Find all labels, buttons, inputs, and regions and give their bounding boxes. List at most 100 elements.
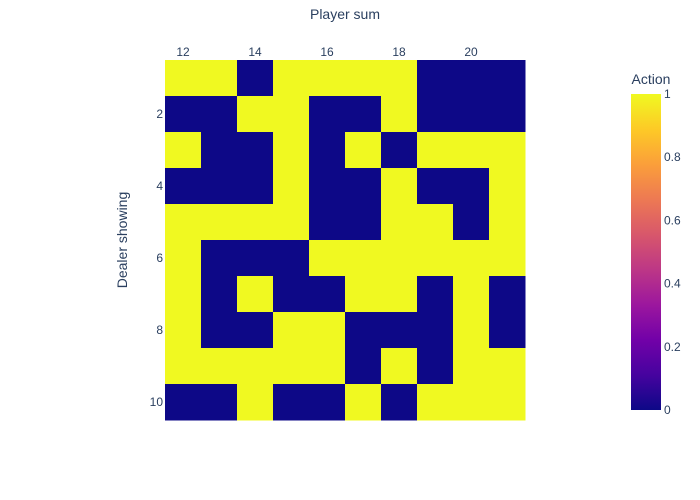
y-tick-label: 10 — [150, 395, 164, 409]
heatmap-cell — [453, 168, 490, 205]
y-tick-label: 4 — [156, 179, 163, 193]
heatmap-cell — [273, 204, 310, 241]
heatmap-cell — [309, 240, 346, 277]
heatmap-cell — [309, 168, 346, 205]
heatmap-cell — [381, 276, 418, 313]
colorbar-tick-label: 0 — [664, 403, 671, 417]
heatmap-cell — [165, 96, 202, 133]
heatmap-cell — [345, 240, 382, 277]
heatmap-cell — [273, 276, 310, 313]
heatmap-cell — [309, 96, 346, 133]
heatmap-cell — [309, 132, 346, 169]
heatmap-cell — [345, 96, 382, 133]
heatmap-cell — [453, 240, 490, 277]
heatmap-cell — [201, 96, 238, 133]
heatmap-cell — [489, 312, 526, 349]
heatmap-cell — [453, 132, 490, 169]
heatmap-cell — [165, 132, 202, 169]
heatmap-cell — [489, 204, 526, 241]
y-tick-label: 2 — [156, 107, 163, 121]
x-tick-label: 20 — [464, 45, 478, 59]
heatmap-cell — [237, 240, 274, 277]
heatmap-cell — [273, 168, 310, 205]
heatmap-cell — [381, 204, 418, 241]
heatmap-cell — [381, 312, 418, 349]
heatmap-cell — [417, 240, 454, 277]
heatmap-cell — [381, 96, 418, 133]
y-axis-ticks: 2 4 6 8 10 — [150, 107, 164, 409]
heatmap-cell — [417, 96, 454, 133]
heatmap-cell — [417, 312, 454, 349]
heatmap-cell — [345, 384, 382, 421]
heatmap-cell — [273, 132, 310, 169]
heatmap-cell — [237, 384, 274, 421]
colorbar-tick-label: 1 — [664, 87, 671, 101]
heatmap-cell — [381, 348, 418, 385]
heatmap-cells — [165, 60, 526, 421]
heatmap-cell — [273, 384, 310, 421]
heatmap-cell — [237, 96, 274, 133]
heatmap-cell — [309, 348, 346, 385]
heatmap-cell — [381, 240, 418, 277]
heatmap-cell — [165, 168, 202, 205]
heatmap-cell — [417, 132, 454, 169]
heatmap-cell — [489, 60, 526, 97]
heatmap-cell — [201, 132, 238, 169]
heatmap-cell — [489, 384, 526, 421]
colorbar — [631, 94, 661, 410]
heatmap-cell — [309, 384, 346, 421]
heatmap-cell — [273, 60, 310, 97]
heatmap-cell — [201, 348, 238, 385]
y-tick-label: 8 — [156, 323, 163, 337]
heatmap-cell — [453, 348, 490, 385]
heatmap-cell — [417, 60, 454, 97]
heatmap-cell — [417, 348, 454, 385]
heatmap-cell — [237, 132, 274, 169]
heatmap-cell — [345, 276, 382, 313]
heatmap-cell — [201, 204, 238, 241]
heatmap-cell — [345, 312, 382, 349]
heatmap-cell — [489, 348, 526, 385]
heatmap-cell — [237, 204, 274, 241]
heatmap-cell — [237, 60, 274, 97]
colorbar-title: Action — [632, 71, 671, 87]
heatmap-cell — [345, 132, 382, 169]
heatmap-cell — [165, 384, 202, 421]
x-tick-label: 18 — [392, 45, 406, 59]
heatmap-cell — [489, 96, 526, 133]
heatmap-cell — [489, 132, 526, 169]
x-axis-title: Player sum — [310, 6, 380, 22]
heatmap-cell — [453, 384, 490, 421]
heatmap-cell — [165, 60, 202, 97]
heatmap-cell — [165, 204, 202, 241]
heatmap-cell — [345, 204, 382, 241]
heatmap-cell — [417, 168, 454, 205]
heatmap-cell — [237, 276, 274, 313]
heatmap-cell — [273, 240, 310, 277]
heatmap-cell — [165, 312, 202, 349]
heatmap-cell — [273, 348, 310, 385]
heatmap-cell — [273, 312, 310, 349]
heatmap-cell — [345, 168, 382, 205]
heatmap-cell — [273, 96, 310, 133]
heatmap-cell — [489, 240, 526, 277]
colorbar-tick-label: 0.4 — [664, 277, 681, 291]
heatmap-cell — [489, 276, 526, 313]
heatmap-cell — [489, 168, 526, 205]
colorbar-tick-label: 0.6 — [664, 213, 681, 227]
heatmap-cell — [345, 60, 382, 97]
heatmap-cell — [309, 312, 346, 349]
heatmap-cell — [453, 60, 490, 97]
heatmap-cell — [417, 204, 454, 241]
heatmap-cell — [309, 276, 346, 313]
heatmap-cell — [309, 204, 346, 241]
heatmap-cell — [453, 312, 490, 349]
heatmap-cell — [165, 348, 202, 385]
heatmap-cell — [453, 276, 490, 313]
heatmap-cell — [453, 96, 490, 133]
heatmap-cell — [237, 312, 274, 349]
y-tick-label: 6 — [156, 251, 163, 265]
colorbar-tick-label: 0.8 — [664, 150, 681, 164]
heatmap-cell — [201, 60, 238, 97]
